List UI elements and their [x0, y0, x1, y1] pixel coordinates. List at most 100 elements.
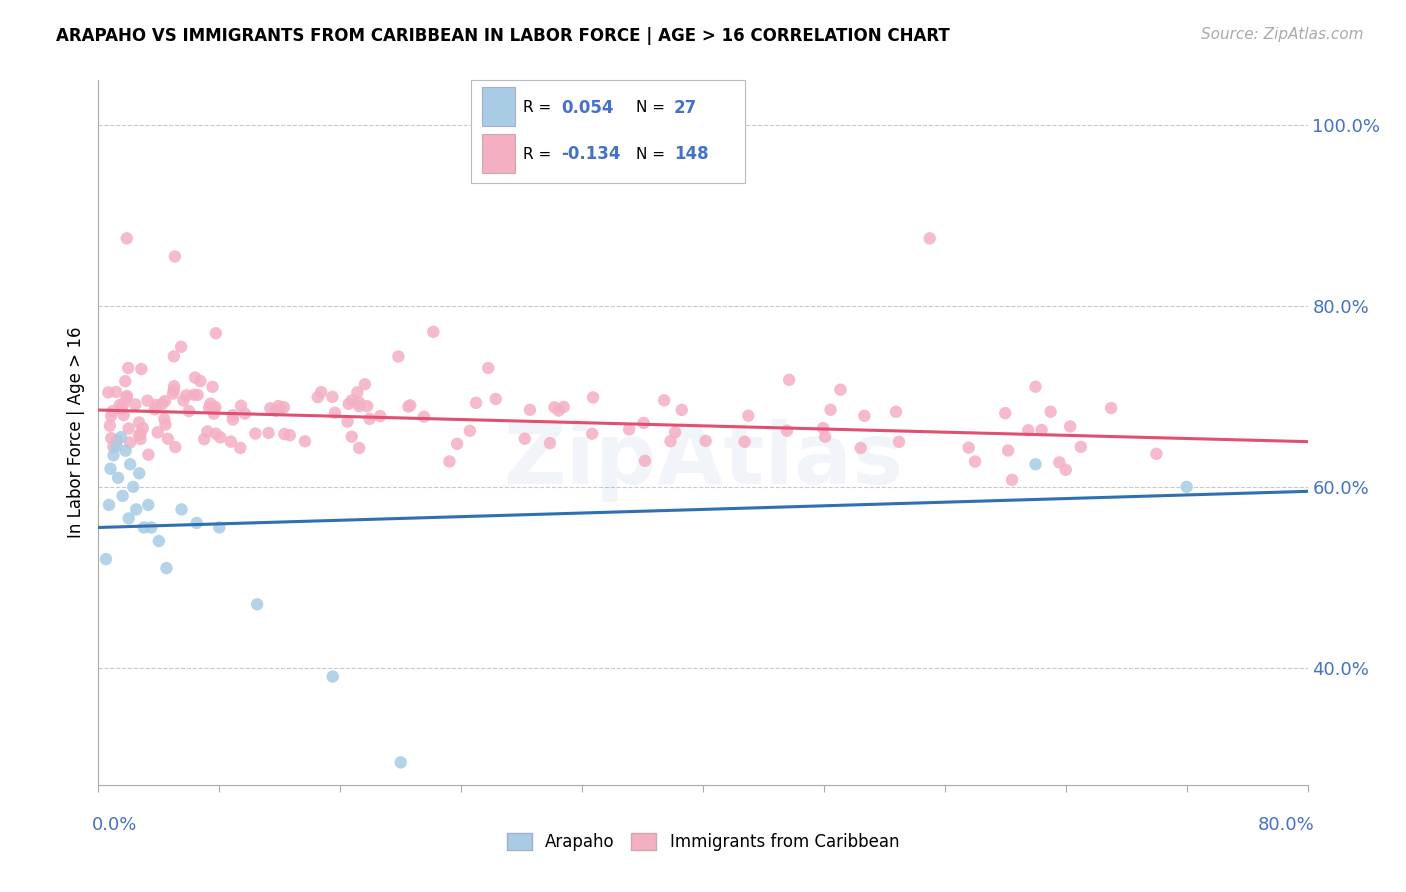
Point	[163, 250, 186, 264]
Point	[356, 399, 378, 413]
Point	[186, 516, 208, 530]
Point	[1070, 440, 1092, 454]
Point	[115, 231, 138, 245]
Point	[132, 421, 155, 435]
Point	[173, 393, 195, 408]
Point	[659, 434, 682, 449]
Point	[957, 441, 980, 455]
Point	[136, 498, 159, 512]
Point	[853, 409, 876, 423]
Point	[110, 430, 132, 444]
Point	[347, 441, 370, 455]
Point	[197, 425, 219, 439]
Point	[143, 402, 166, 417]
Point	[141, 520, 163, 534]
Point	[439, 454, 461, 468]
Point	[219, 434, 242, 449]
Point	[148, 534, 170, 549]
Point	[664, 425, 686, 440]
Point	[1039, 405, 1062, 419]
Text: ARAPAHO VS IMMIGRANTS FROM CARIBBEAN IN LABOR FORCE | AGE > 16 CORRELATION CHART: ARAPAHO VS IMMIGRANTS FROM CARIBBEAN IN …	[56, 27, 950, 45]
Point	[112, 408, 135, 422]
Point	[734, 434, 756, 449]
Point	[146, 425, 169, 440]
Point	[165, 440, 187, 454]
Point	[965, 454, 987, 468]
Point	[163, 384, 186, 398]
Point	[229, 399, 252, 413]
Point	[111, 402, 134, 417]
Point	[997, 443, 1019, 458]
Point	[994, 406, 1017, 420]
Point	[353, 377, 375, 392]
Point	[309, 385, 332, 400]
Point	[128, 416, 150, 430]
Point	[202, 401, 225, 416]
Point	[128, 467, 150, 481]
Point	[156, 432, 179, 446]
Point	[246, 597, 269, 611]
Text: 80.0%: 80.0%	[1258, 816, 1315, 834]
Point	[359, 412, 381, 426]
Point	[112, 397, 135, 411]
Point	[1024, 457, 1046, 471]
Point	[538, 436, 561, 450]
Point	[1031, 423, 1053, 437]
Point	[396, 400, 419, 414]
Point	[105, 434, 128, 448]
Point	[737, 409, 759, 423]
Point	[103, 448, 125, 462]
Point	[209, 430, 232, 444]
Point	[229, 441, 252, 455]
Point	[108, 398, 131, 412]
Point	[340, 393, 363, 408]
Point	[193, 432, 215, 446]
Point	[814, 430, 837, 444]
Point	[129, 432, 152, 446]
Point	[887, 434, 910, 449]
Text: R =: R =	[523, 101, 557, 115]
Point	[413, 409, 436, 424]
Point	[830, 383, 852, 397]
Point	[132, 520, 155, 534]
Point	[778, 373, 800, 387]
Point	[1001, 473, 1024, 487]
Point	[184, 370, 207, 384]
Point	[776, 424, 799, 438]
Point	[1099, 401, 1122, 415]
Point	[553, 400, 575, 414]
Point	[162, 386, 184, 401]
Point	[163, 350, 186, 364]
Point	[97, 385, 120, 400]
Point	[103, 440, 125, 454]
Point	[111, 489, 134, 503]
Point	[118, 435, 141, 450]
Point	[264, 404, 287, 418]
Point	[337, 397, 360, 411]
Point	[273, 427, 295, 442]
Point	[100, 409, 122, 423]
Point	[652, 393, 675, 408]
Legend: Arapaho, Immigrants from Caribbean: Arapaho, Immigrants from Caribbean	[501, 826, 905, 858]
Point	[128, 428, 150, 442]
Point	[105, 384, 128, 399]
Point	[465, 396, 488, 410]
Point	[273, 401, 295, 415]
Point	[200, 397, 222, 411]
Point	[122, 480, 145, 494]
Text: N =: N =	[636, 146, 669, 161]
Point	[201, 380, 224, 394]
Point	[849, 441, 872, 455]
Point	[101, 404, 124, 418]
Point	[155, 561, 177, 575]
Point	[114, 374, 136, 388]
Point	[131, 362, 153, 376]
Point	[321, 390, 343, 404]
Point	[107, 471, 129, 485]
Point	[198, 401, 221, 415]
Point	[519, 402, 541, 417]
Point	[582, 391, 605, 405]
Point	[98, 418, 121, 433]
Point	[340, 430, 363, 444]
Point	[458, 424, 481, 438]
